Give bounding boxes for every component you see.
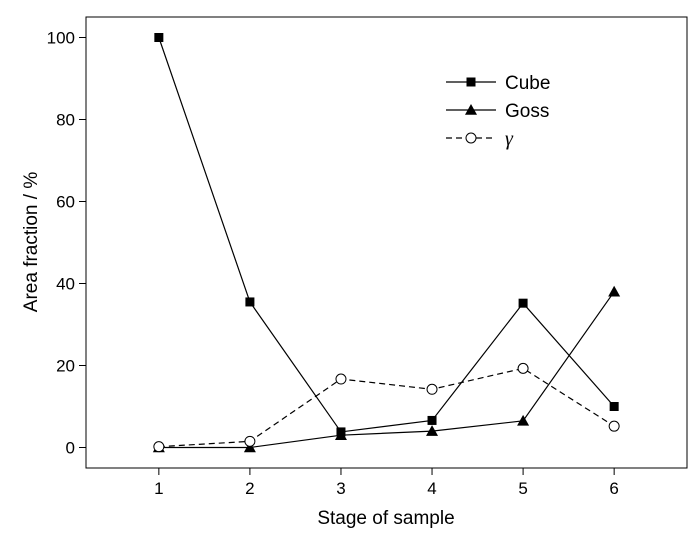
point-gamma-6 (608, 420, 620, 432)
series-line-gamma (158, 367, 615, 448)
y-axis-title: Area fraction / % (21, 172, 42, 313)
point-goss-3 (334, 429, 347, 440)
x-axis: 1 2 3 4 5 6 (154, 468, 619, 498)
legend: Cube Goss γ (446, 73, 550, 150)
y-tick-label-40: 40 (56, 275, 75, 294)
legend-item-gamma: γ (446, 128, 514, 150)
point-goss-4 (426, 425, 439, 436)
legend-label-cube: Cube (505, 73, 550, 94)
plot-area (152, 33, 621, 453)
legend-item-goss: Goss (446, 101, 549, 122)
point-cube-5 (518, 298, 528, 308)
point-cube-1 (154, 33, 164, 42)
series-goss (152, 285, 621, 453)
legend-label-goss: Goss (505, 101, 549, 122)
plot-frame (85, 16, 688, 469)
point-goss-6 (608, 285, 621, 297)
legend-marker-cube (466, 77, 476, 87)
y-tick-label-60: 60 (56, 193, 75, 212)
legend-marker-goss (465, 104, 477, 115)
y-axis: 0 20 40 60 80 100 (47, 29, 86, 458)
x-tick-label-4: 4 (427, 479, 436, 498)
point-gamma-1 (153, 441, 165, 453)
x-tick-label-5: 5 (518, 479, 527, 498)
point-gamma-4 (426, 383, 438, 395)
series-gamma (153, 362, 620, 453)
legend-marker-gamma (465, 132, 477, 144)
point-goss-2 (243, 441, 256, 453)
x-tick-label-1: 1 (154, 479, 163, 498)
y-tick-label-100: 100 (47, 29, 75, 48)
x-tick-label-6: 6 (609, 479, 618, 498)
point-cube-4 (427, 415, 437, 425)
point-cube-2 (245, 297, 255, 307)
legend-label-gamma: γ (505, 128, 514, 150)
point-gamma-5 (517, 362, 529, 374)
y-tick-label-0: 0 (66, 439, 75, 458)
point-gamma-3 (335, 373, 347, 385)
x-tick-label-2: 2 (245, 479, 254, 498)
legend-item-cube: Cube (446, 73, 550, 94)
point-gamma-2 (244, 435, 256, 447)
y-tick-label-20: 20 (56, 357, 75, 376)
series-line-cube (158, 37, 615, 433)
point-goss-5 (517, 414, 530, 426)
series-line-goss (158, 291, 615, 449)
x-tick-label-3: 3 (336, 479, 345, 498)
x-axis-title: Stage of sample (317, 508, 454, 529)
point-cube-6 (609, 402, 619, 411)
y-tick-label-80: 80 (56, 111, 75, 130)
